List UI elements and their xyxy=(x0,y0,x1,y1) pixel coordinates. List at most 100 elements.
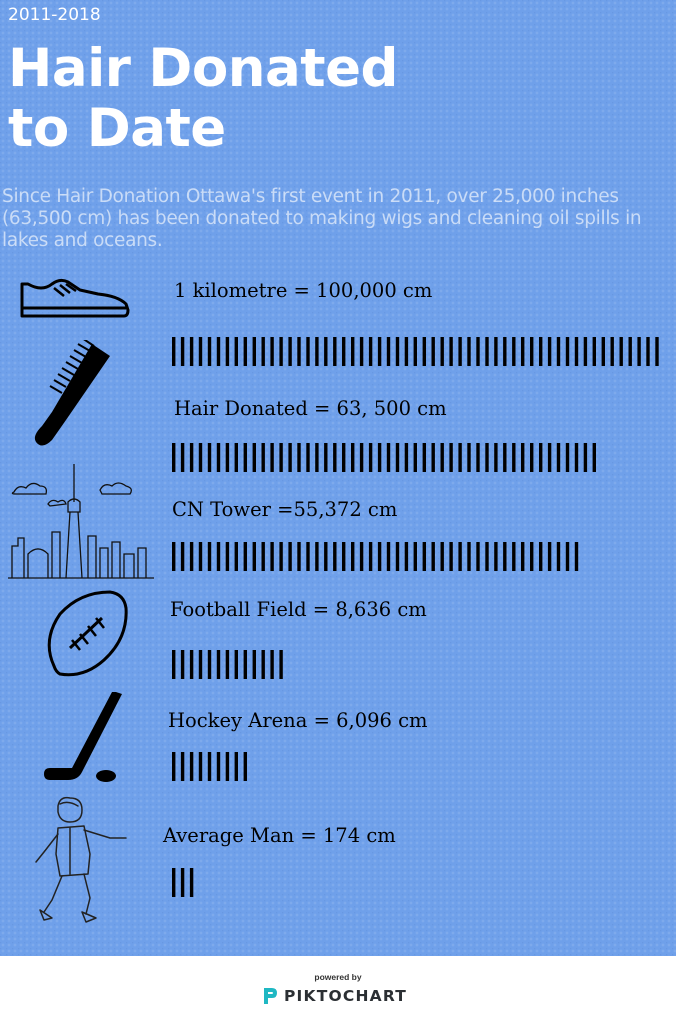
bar-tick xyxy=(359,542,364,571)
bar-tick xyxy=(404,337,409,366)
bar-tick xyxy=(413,337,417,366)
bar-tick xyxy=(279,542,283,571)
bar-tick xyxy=(431,542,435,571)
bar-tick xyxy=(395,337,400,366)
bar-tick xyxy=(458,443,462,472)
bar-tick xyxy=(216,542,221,571)
bar-tick xyxy=(565,443,570,472)
bar-tick xyxy=(351,542,355,571)
bar-hair-donated xyxy=(172,443,596,472)
bar-tick xyxy=(583,337,588,366)
bar-tick xyxy=(503,443,507,472)
bar-tick xyxy=(359,337,364,366)
bar-tick xyxy=(440,337,444,366)
comb-icon xyxy=(34,340,110,446)
bar-tick xyxy=(476,443,480,472)
bar-tick xyxy=(422,443,426,472)
bar-tick xyxy=(449,443,453,472)
bar-tick xyxy=(458,542,462,571)
bar-tick xyxy=(189,337,194,366)
bar-tick xyxy=(342,443,346,472)
label-hair-donated: Hair Donated = 63, 500 cm xyxy=(174,397,447,420)
bar-tick xyxy=(485,443,489,472)
bar-tick xyxy=(189,650,194,679)
bar-tick xyxy=(539,443,543,472)
bar-tick xyxy=(539,337,543,366)
bar-hockey-arena xyxy=(172,752,247,781)
bar-tick xyxy=(225,752,230,781)
bar-tick xyxy=(503,337,507,366)
bar-tick xyxy=(216,752,221,781)
bar-tick xyxy=(225,337,230,366)
bar-tick xyxy=(180,337,185,366)
bar-tick xyxy=(530,542,534,571)
bar-tick xyxy=(172,443,176,472)
bar-tick xyxy=(574,337,579,366)
bar-tick xyxy=(315,443,319,472)
bar-tick xyxy=(189,868,194,897)
bar-tick xyxy=(198,542,203,571)
bar-tick xyxy=(198,443,203,472)
bar-tick xyxy=(172,650,176,679)
bar-tick xyxy=(234,443,238,472)
bar-tick xyxy=(297,337,301,366)
bar-tick xyxy=(279,337,283,366)
bar-tick xyxy=(449,337,453,366)
bar-tick xyxy=(556,542,561,571)
bar-tick xyxy=(628,337,632,366)
piktochart-logo[interactable]: PIKTOCHART xyxy=(262,985,407,1007)
bar-tick xyxy=(288,337,292,366)
bar-tick xyxy=(180,868,185,897)
bar-tick xyxy=(530,443,534,472)
bar-tick xyxy=(359,443,364,472)
bar-tick xyxy=(655,337,659,366)
label-average-man: Average Man = 174 cm xyxy=(163,824,396,847)
bar-tick xyxy=(270,443,274,472)
bar-tick xyxy=(315,337,319,366)
bar-tick xyxy=(646,337,650,366)
bar-tick xyxy=(252,337,256,366)
bar-tick xyxy=(172,868,176,897)
bar-tick xyxy=(261,650,265,679)
bar-tick xyxy=(333,443,337,472)
bar-tick xyxy=(521,542,525,571)
bar-tick xyxy=(180,443,185,472)
bar-tick xyxy=(279,650,283,679)
bar-tick xyxy=(431,337,435,366)
bar-tick xyxy=(521,443,525,472)
bar-tick xyxy=(342,337,346,366)
bar-tick xyxy=(422,542,426,571)
bar-tick xyxy=(198,337,203,366)
toronto-skyline-icon xyxy=(8,464,154,579)
bar-tick xyxy=(261,337,265,366)
bar-tick xyxy=(467,542,471,571)
bar-tick xyxy=(288,443,292,472)
bar-tick xyxy=(467,443,471,472)
bar-tick xyxy=(592,443,596,472)
bar-tick xyxy=(189,542,194,571)
label-kilometre: 1 kilometre = 100,000 cm xyxy=(174,279,433,302)
bar-tick xyxy=(404,542,409,571)
bar-tick xyxy=(404,443,409,472)
bar-tick xyxy=(189,443,194,472)
bar-tick xyxy=(234,542,238,571)
bar-tick xyxy=(252,542,256,571)
bar-tick xyxy=(324,337,328,366)
bar-tick xyxy=(252,650,256,679)
title-line-2: to Date xyxy=(8,98,226,159)
man-icon xyxy=(35,796,127,923)
bar-tick xyxy=(306,443,310,472)
bar-tick xyxy=(583,443,588,472)
bar-tick xyxy=(440,542,444,571)
bar-1-kilometre xyxy=(172,337,659,366)
bar-tick xyxy=(619,337,623,366)
hockey-stick-icon xyxy=(44,692,122,782)
bar-tick xyxy=(324,443,328,472)
bar-tick xyxy=(333,337,337,366)
bar-tick xyxy=(207,650,212,679)
bar-tick xyxy=(601,337,605,366)
bar-tick xyxy=(261,542,265,571)
bar-tick xyxy=(377,337,382,366)
bar-tick xyxy=(180,752,185,781)
bar-tick xyxy=(556,443,561,472)
